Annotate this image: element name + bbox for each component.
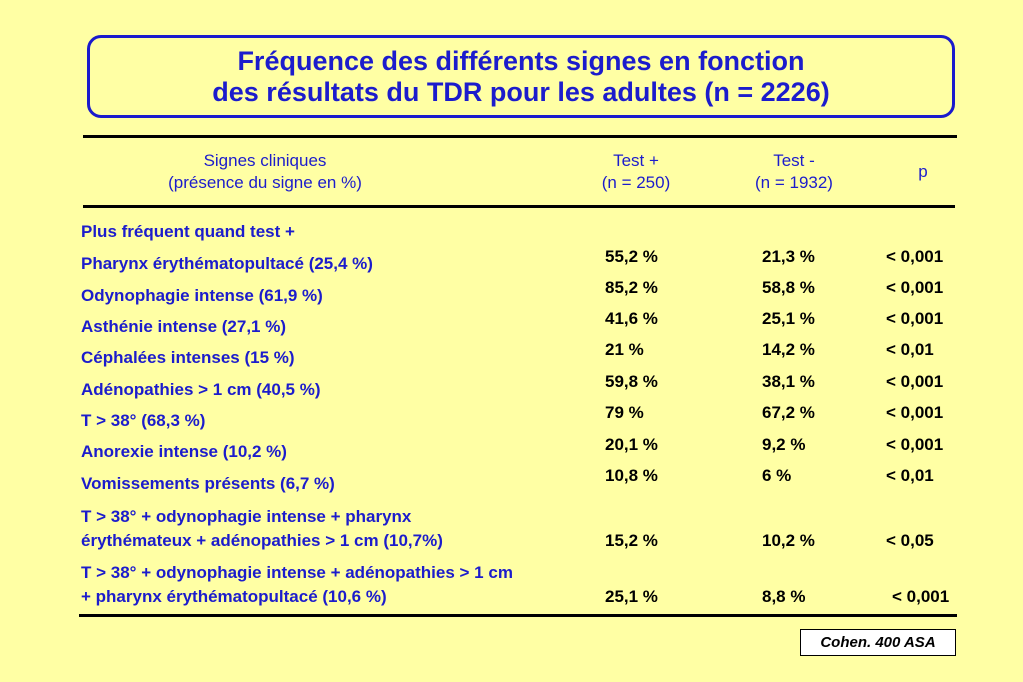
- reference-label: Cohen. 400 ASA: [800, 629, 956, 656]
- row-sign: Pharynx érythématopultacé (25,4 %): [81, 254, 373, 273]
- row-test-neg: 25,1 %: [762, 309, 815, 328]
- row-test-pos: 79 %: [605, 403, 644, 422]
- row-test-pos: 41,6 %: [605, 309, 658, 328]
- header-signs: Signes cliniques (présence du signe en %…: [110, 150, 420, 194]
- header-p: p: [918, 162, 928, 181]
- row-p: < 0,001: [886, 247, 944, 266]
- row-sign: Odynophagie intense (61,9 %): [81, 286, 323, 305]
- combo-row-test-neg: 10,2 %: [762, 531, 815, 550]
- row-sign: T > 38° (68,3 %): [81, 411, 206, 430]
- combo-row-sign-line2: érythémateux + adénopathies > 1 cm (10,7…: [81, 531, 443, 550]
- row-test-neg: 9,2 %: [762, 435, 806, 454]
- header-test-negative: Test - (n = 1932): [735, 150, 853, 194]
- page-title-line-2: des résultats du TDR pour les adultes (n…: [212, 77, 830, 107]
- table-bottom-rule: [79, 614, 957, 617]
- row-test-pos: 21 %: [605, 340, 644, 359]
- row-test-neg: 14,2 %: [762, 340, 815, 359]
- row-p: < 0,001: [886, 435, 944, 454]
- header-signs-line1: Signes cliniques: [203, 151, 327, 170]
- row-test-neg: 67,2 %: [762, 403, 815, 422]
- row-test-pos: 20,1 %: [605, 435, 658, 454]
- header-test-negative-line1: Test -: [773, 151, 815, 170]
- combo-row-test-pos: 25,1 %: [605, 587, 658, 606]
- row-p: < 0,001: [886, 372, 944, 391]
- row-sign: Adénopathies > 1 cm (40,5 %): [81, 380, 321, 399]
- row-test-pos: 10,8 %: [605, 466, 658, 485]
- row-p: < 0,01: [886, 340, 934, 359]
- row-p: < 0,001: [886, 403, 944, 422]
- header-bottom-rule: [83, 205, 955, 208]
- combo-row-sign-line1: T > 38° + odynophagie intense + pharynx: [81, 507, 412, 526]
- row-p: < 0,001: [886, 278, 944, 297]
- row-p: < 0,001: [886, 309, 944, 328]
- row-sign: Anorexie intense (10,2 %): [81, 442, 287, 461]
- row-test-neg: 58,8 %: [762, 278, 815, 297]
- row-sign: Asthénie intense (27,1 %): [81, 317, 287, 336]
- header-test-positive: Test + (n = 250): [580, 150, 692, 194]
- row-test-neg: 38,1 %: [762, 372, 815, 391]
- row-test-neg: 6 %: [762, 466, 792, 485]
- combo-row-sign-line1: T > 38° + odynophagie intense + adénopat…: [81, 563, 513, 582]
- page-title-line-1: Fréquence des différents signes en fonct…: [237, 46, 805, 76]
- combo-row-test-neg: 8,8 %: [762, 587, 806, 606]
- combo-row-p: < 0,001: [892, 587, 950, 606]
- table-top-rule: [83, 135, 957, 138]
- section-label: Plus fréquent quand test +: [81, 222, 295, 241]
- row-test-pos: 55,2 %: [605, 247, 658, 266]
- header-test-positive-line2: (n = 250): [601, 173, 671, 192]
- header-signs-line2: (présence du signe en %): [168, 173, 362, 192]
- row-test-neg: 21,3 %: [762, 247, 815, 266]
- row-p: < 0,01: [886, 466, 934, 485]
- combo-row-sign-line2: + pharynx érythématopultacé (10,6 %): [81, 587, 387, 606]
- combo-row-p: < 0,05: [886, 531, 934, 550]
- row-test-pos: 59,8 %: [605, 372, 658, 391]
- combo-row-test-pos: 15,2 %: [605, 531, 658, 550]
- header-test-positive-line1: Test +: [613, 151, 659, 170]
- title-box: Fréquence des différents signes en fonct…: [87, 35, 955, 118]
- row-sign: Vomissements présents (6,7 %): [81, 474, 335, 493]
- row-sign: Céphalées intenses (15 %): [81, 348, 295, 367]
- row-test-pos: 85,2 %: [605, 278, 658, 297]
- header-test-negative-line2: (n = 1932): [755, 173, 833, 192]
